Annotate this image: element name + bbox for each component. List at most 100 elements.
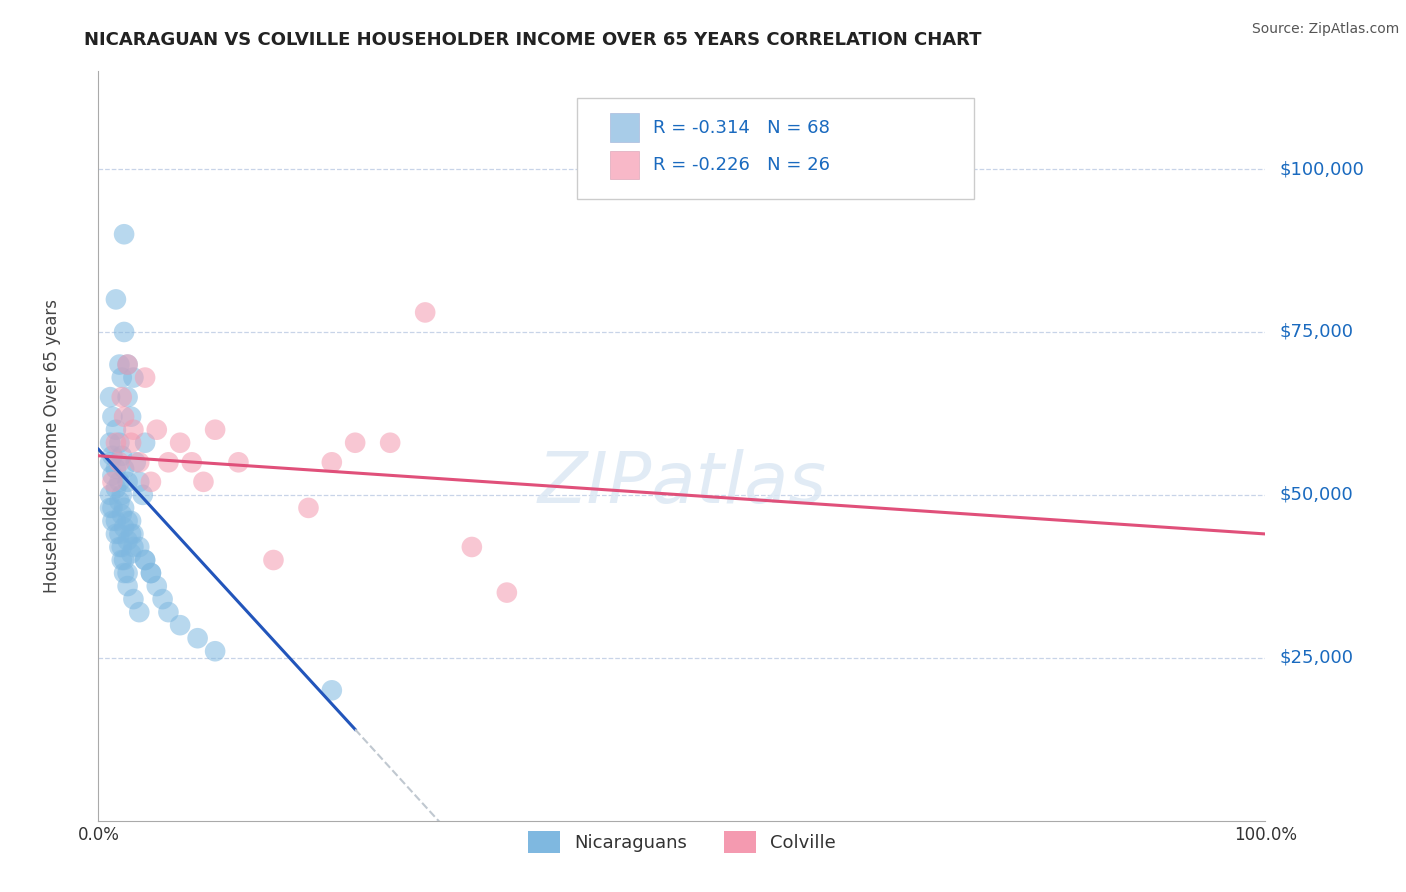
FancyBboxPatch shape xyxy=(576,97,973,199)
Point xyxy=(122,540,145,554)
Point xyxy=(122,370,145,384)
Point xyxy=(98,488,121,502)
Text: Source: ZipAtlas.com: Source: ZipAtlas.com xyxy=(1251,22,1399,37)
Point xyxy=(321,683,343,698)
Point xyxy=(104,293,127,307)
Point xyxy=(101,500,124,515)
Point xyxy=(104,481,127,495)
Point xyxy=(117,358,139,372)
Text: $75,000: $75,000 xyxy=(1279,323,1354,341)
Point xyxy=(104,423,127,437)
Text: $100,000: $100,000 xyxy=(1279,160,1364,178)
Point xyxy=(112,566,135,580)
Point xyxy=(98,500,121,515)
Point xyxy=(297,500,319,515)
Point xyxy=(104,462,127,476)
Point xyxy=(139,566,162,580)
Point xyxy=(204,644,226,658)
Point xyxy=(152,592,174,607)
Point xyxy=(111,449,134,463)
Point xyxy=(380,435,402,450)
Point xyxy=(122,592,145,607)
Point xyxy=(139,475,162,489)
Point xyxy=(101,449,124,463)
Text: $50,000: $50,000 xyxy=(1279,486,1353,504)
Point xyxy=(112,500,135,515)
Point xyxy=(101,409,124,424)
Point xyxy=(98,390,121,404)
Point xyxy=(101,475,124,489)
Point xyxy=(128,605,150,619)
Text: NICARAGUAN VS COLVILLE HOUSEHOLDER INCOME OVER 65 YEARS CORRELATION CHART: NICARAGUAN VS COLVILLE HOUSEHOLDER INCOM… xyxy=(84,31,981,49)
Point xyxy=(128,455,150,469)
Point xyxy=(108,494,131,508)
Point xyxy=(111,540,134,554)
Point xyxy=(413,305,436,319)
Text: Householder Income Over 65 years: Householder Income Over 65 years xyxy=(42,299,60,593)
Bar xyxy=(610,113,638,142)
Legend: Nicaraguans, Colville: Nicaraguans, Colville xyxy=(520,824,844,860)
Point xyxy=(146,579,169,593)
Point xyxy=(111,553,134,567)
Point xyxy=(117,390,139,404)
Point xyxy=(104,527,127,541)
Point xyxy=(117,475,139,489)
Point xyxy=(128,475,150,489)
Point xyxy=(134,370,156,384)
Point xyxy=(157,605,180,619)
Point xyxy=(146,423,169,437)
Text: ZIPatlas: ZIPatlas xyxy=(537,449,827,518)
Point xyxy=(120,527,142,541)
Point xyxy=(98,455,121,469)
Point xyxy=(98,435,121,450)
Point xyxy=(112,409,135,424)
Point xyxy=(120,514,142,528)
Point xyxy=(101,514,124,528)
Point xyxy=(134,553,156,567)
Point xyxy=(117,533,139,548)
Point xyxy=(111,390,134,404)
Point xyxy=(117,514,139,528)
Text: R = -0.314   N = 68: R = -0.314 N = 68 xyxy=(652,119,830,136)
Point xyxy=(125,455,148,469)
Point xyxy=(108,455,131,469)
Point xyxy=(108,475,131,489)
Text: R = -0.226   N = 26: R = -0.226 N = 26 xyxy=(652,156,830,174)
Point xyxy=(112,227,135,242)
Point xyxy=(180,455,202,469)
Point xyxy=(101,0,124,13)
Point xyxy=(117,358,139,372)
Point xyxy=(187,631,209,645)
Point xyxy=(111,488,134,502)
Point xyxy=(157,455,180,469)
Point xyxy=(122,423,145,437)
Point xyxy=(112,520,135,534)
Point xyxy=(101,468,124,483)
Point xyxy=(193,475,215,489)
Point xyxy=(204,423,226,437)
Point xyxy=(134,553,156,567)
Point xyxy=(104,514,127,528)
Point xyxy=(461,540,484,554)
Point xyxy=(108,435,131,450)
Point xyxy=(111,508,134,522)
Point xyxy=(132,488,155,502)
Point xyxy=(104,435,127,450)
Point xyxy=(122,527,145,541)
Point xyxy=(128,540,150,554)
Point xyxy=(120,435,142,450)
Point xyxy=(262,553,284,567)
Point xyxy=(228,455,250,469)
Point xyxy=(120,547,142,561)
Point xyxy=(111,370,134,384)
Point xyxy=(344,435,367,450)
Point xyxy=(169,435,191,450)
Point xyxy=(108,540,131,554)
Bar xyxy=(610,151,638,179)
Point xyxy=(169,618,191,632)
Point xyxy=(117,579,139,593)
Point xyxy=(134,435,156,450)
Point xyxy=(117,566,139,580)
Point xyxy=(112,553,135,567)
Point xyxy=(112,462,135,476)
